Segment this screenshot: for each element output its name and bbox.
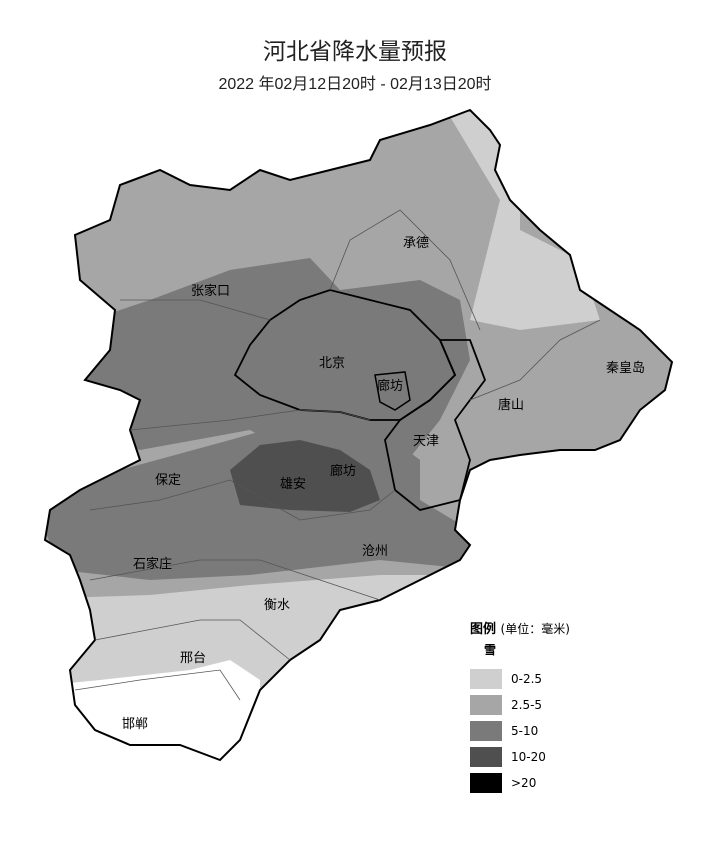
city-label: 秦皇岛	[606, 360, 645, 376]
city-labels: 张家口 承德 北京 廊坊 秦皇岛 唐山 天津 保定 雄安 廊坊 石家庄 沧州 衡…	[122, 236, 645, 732]
province-outline	[43, 108, 674, 762]
legend-swatch	[470, 721, 502, 741]
legend-item: 0-2.5	[470, 666, 570, 692]
legend-swatch	[470, 747, 502, 767]
zone-0-2.5-northeast	[440, 110, 600, 330]
legend-title-text: 图例	[470, 622, 497, 637]
legend: 图例 (单位：毫米) 雪 0-2.5 2.5-5 5-10 10-20 >20	[470, 618, 570, 796]
city-label: 衡水	[264, 598, 290, 613]
zone-10-20	[230, 440, 380, 512]
tianjin-boundary	[384, 339, 487, 511]
legend-label: 10-20	[511, 750, 546, 764]
langfang-north-boundary	[374, 371, 411, 411]
city-label: 沧州	[362, 543, 388, 559]
map-subtitle: 2022 年02月12日20时 - 02月13日20时	[218, 76, 492, 93]
city-label: 廊坊	[330, 463, 356, 479]
legend-label: 0-2.5	[511, 672, 543, 686]
city-label: 天津	[413, 434, 439, 449]
legend-swatch	[470, 773, 502, 793]
city-label: 北京	[319, 356, 345, 371]
legend-label: 2.5-5	[511, 698, 543, 712]
legend-item: 10-20	[470, 744, 570, 770]
legend-item: >20	[470, 770, 570, 796]
legend-precip-type: 雪	[484, 643, 497, 657]
city-label: 邢台	[180, 651, 206, 666]
legend-label: >20	[511, 776, 537, 790]
city-label: 石家庄	[133, 556, 172, 572]
zone-no-snow-south	[45, 660, 260, 760]
legend-item: 5-10	[470, 718, 570, 744]
city-label: 雄安	[280, 477, 306, 492]
legend-item: 2.5-5	[470, 692, 570, 718]
legend-unit: (单位：毫米)	[500, 622, 570, 636]
legend-swatch	[470, 695, 502, 715]
city-label: 邯郸	[122, 717, 148, 732]
city-label: 廊坊	[377, 378, 403, 394]
map-title: 河北省降水量预报	[263, 39, 447, 65]
legend-title: 图例 (单位：毫米)	[470, 618, 570, 637]
legend-label: 5-10	[511, 724, 539, 738]
city-label: 保定	[155, 473, 181, 488]
city-boundaries	[74, 209, 601, 701]
city-label: 唐山	[498, 397, 524, 413]
city-label: 承德	[403, 236, 429, 251]
legend-swatch	[470, 669, 502, 689]
city-label: 张家口	[191, 283, 230, 299]
